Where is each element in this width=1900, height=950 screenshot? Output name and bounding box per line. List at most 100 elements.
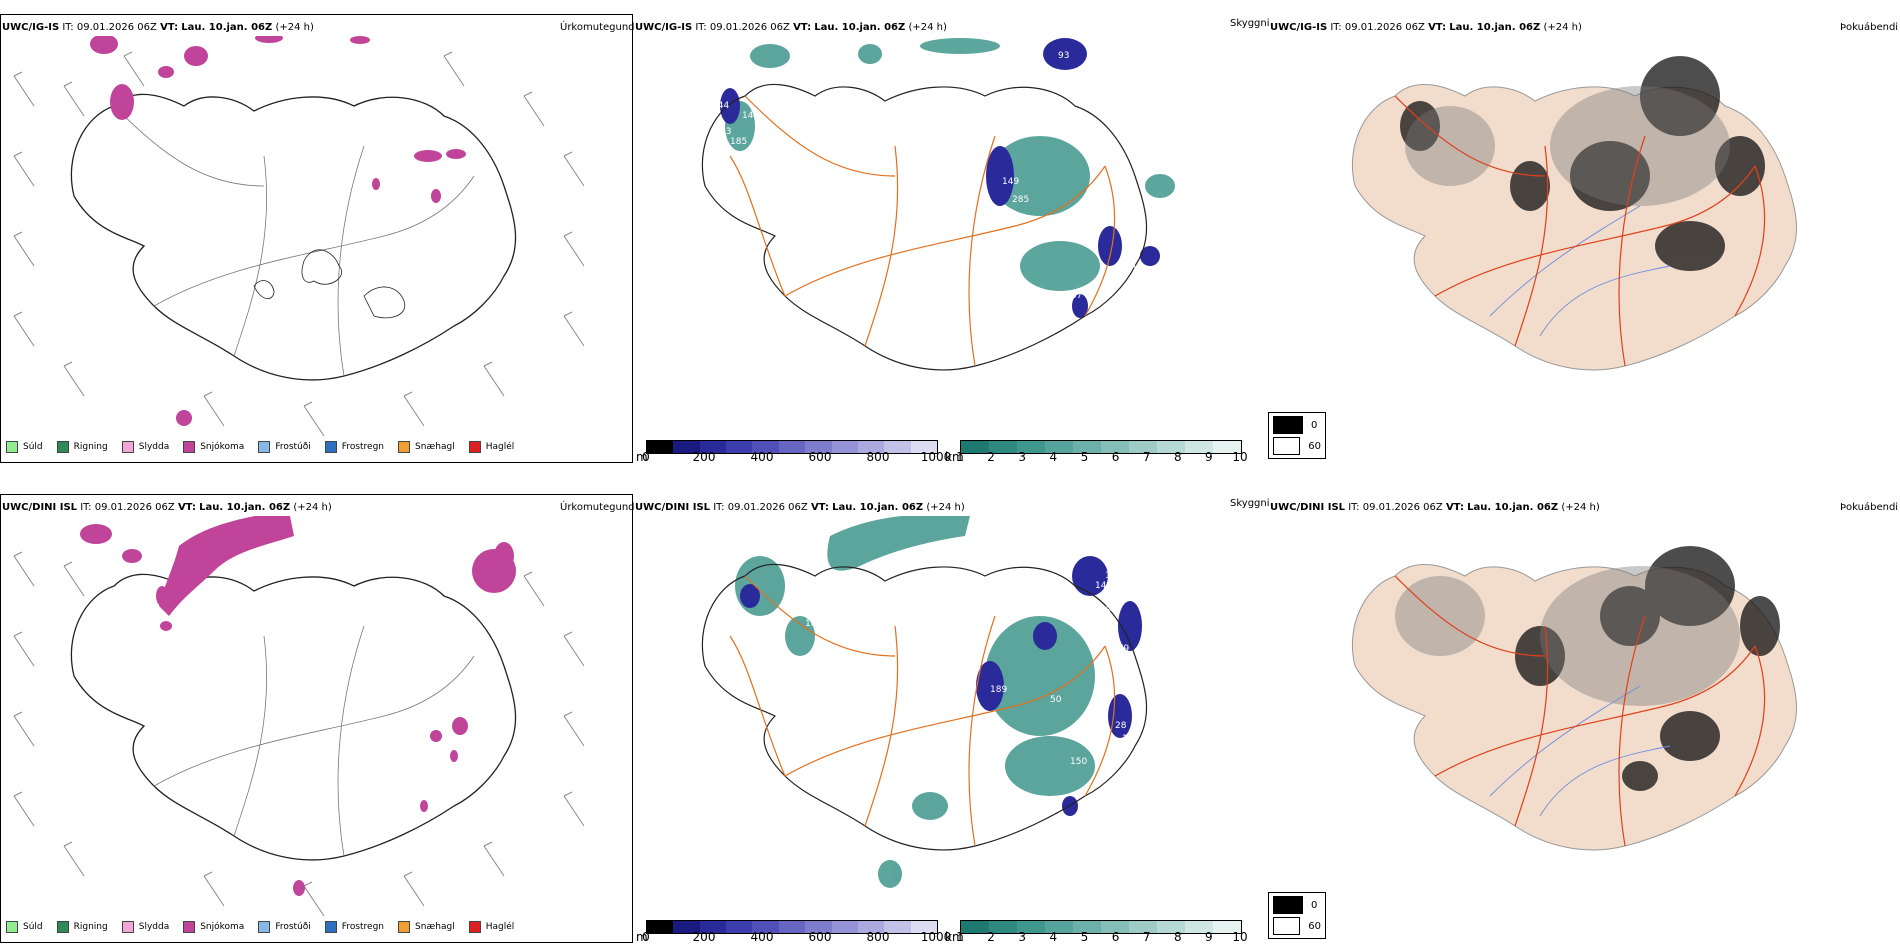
svg-text:50: 50	[1050, 695, 1062, 705]
scale-segment	[1017, 441, 1045, 453]
scale-segment	[1157, 921, 1185, 933]
svg-text:94: 94	[1130, 679, 1142, 689]
legend-item-rigning: Rigning	[56, 441, 108, 453]
svg-text:192: 192	[1100, 605, 1117, 615]
fog-areas	[1515, 546, 1780, 791]
precip-map-1	[13, 36, 585, 436]
scale-segment	[910, 921, 937, 933]
scale-segment	[831, 441, 858, 453]
panel-title-fog-2: Þokuábendi	[1840, 502, 1899, 513]
roads	[729, 95, 1116, 367]
scale-segment	[1213, 441, 1241, 453]
svg-text:13: 13	[1122, 734, 1133, 744]
scale-tick-label: 1000	[920, 930, 952, 944]
precip-panel-1	[0, 14, 633, 463]
svg-text:230: 230	[1078, 201, 1095, 211]
legend-item-rigning: Rigning	[56, 921, 108, 933]
scale-segment	[1157, 441, 1185, 453]
scale-tick-label: 9	[1205, 930, 1213, 944]
svg-text:148: 148	[742, 111, 759, 121]
fog-map-2	[1351, 546, 1798, 851]
scale-segment	[910, 441, 937, 453]
svg-text:110: 110	[1126, 265, 1143, 275]
scale-tick-label: 4	[1049, 450, 1058, 464]
scale-segment	[647, 921, 674, 933]
vis-areas	[735, 516, 1095, 888]
scale-tick-label: 1	[956, 930, 964, 944]
row-1: UWC/IG-IS IT: 09.01.2026 06Z VT: Lau. 10…	[0, 0, 1900, 470]
scale-tick-label: 1000	[920, 450, 952, 464]
scale-segment	[1185, 441, 1213, 453]
scale-segment	[673, 441, 700, 453]
legend-item-snjokoma: Snjókoma	[183, 441, 244, 453]
svg-text:285: 285	[1012, 195, 1029, 205]
svg-text:144: 144	[712, 101, 729, 111]
scale-segment	[726, 441, 753, 453]
scale-segment	[726, 921, 753, 933]
visibility-unit-2: km	[945, 930, 964, 944]
scale-tick-label: 4	[1049, 930, 1058, 944]
panel-title-fog: Þokuábendi	[1840, 22, 1899, 33]
scale-segment	[857, 441, 885, 453]
scale-tick-label: 5	[1080, 930, 1089, 944]
ceiling-areas	[740, 556, 1142, 816]
legend-item-slydda: Slydda	[121, 441, 169, 453]
ceiling-scale-2	[646, 920, 938, 934]
visibility-map-2: 195 114 142 192 279 170 182 189 50 94 28…	[701, 516, 1148, 888]
iceland-land-fill	[1351, 83, 1798, 371]
scale-segment	[699, 921, 727, 933]
scale-segment	[805, 441, 832, 453]
fog-legend-2: 0 60	[1268, 892, 1326, 939]
legend-item-haglel: Haglél	[468, 441, 514, 453]
snow-areas	[90, 36, 466, 426]
iceland-outline	[701, 563, 1148, 851]
scale-segment	[961, 441, 989, 453]
precip-map-2	[13, 516, 585, 916]
precip-panel-2	[0, 494, 633, 943]
svg-text:93: 93	[1058, 51, 1069, 61]
fog-legend-1: 0 60	[1268, 412, 1326, 459]
svg-text:279: 279	[1112, 644, 1129, 654]
wind-barbs	[13, 51, 585, 436]
scale-tick-label: 5	[1080, 450, 1089, 464]
fog-areas	[1400, 56, 1765, 271]
roads	[1394, 95, 1766, 367]
scale-segment	[1073, 441, 1101, 453]
legend-item-snaehagl: Snæhagl	[398, 441, 455, 453]
scale-tick-label: 10	[1232, 930, 1248, 944]
header-3: UWC/IG-IS IT: 09.01.2026 06Z VT: Lau. 10…	[1270, 22, 1582, 33]
scale-tick-label: 400	[750, 930, 774, 944]
scale-segment	[857, 921, 885, 933]
scale-tick-label: 200	[692, 930, 716, 944]
svg-text:150: 150	[1070, 757, 1087, 767]
header-6: UWC/DINI ISL IT: 09.01.2026 06Z VT: Lau.…	[1270, 502, 1600, 513]
scale-segment	[752, 921, 779, 933]
scale-tick-label: 7	[1142, 930, 1151, 944]
scale-segment	[1185, 921, 1213, 933]
scale-tick-label: 9	[1205, 450, 1213, 464]
cloud-base-labels: 93 86 148 144 73 185 149 285 230 165 167…	[712, 51, 1143, 301]
cloud-base-labels: 195 114 142 192 279 170 182 189 50 94 28…	[805, 546, 1142, 767]
scale-tick-label: 800	[866, 450, 890, 464]
iceland-outline	[70, 93, 517, 381]
iceland-outline	[70, 573, 517, 861]
wind-barbs	[13, 551, 585, 916]
svg-text:195: 195	[1080, 546, 1097, 556]
ceiling-scale-1	[646, 440, 938, 454]
scale-segment	[778, 441, 806, 453]
scale-segment	[1129, 441, 1157, 453]
scale-segment	[805, 921, 832, 933]
visibility-scale-2	[960, 920, 1242, 934]
scale-segment	[699, 441, 727, 453]
svg-text:142: 142	[1095, 581, 1112, 591]
scale-segment	[673, 921, 700, 933]
legend-item-snaehagl: Snæhagl	[398, 921, 455, 933]
scale-tick-label: 2	[987, 450, 995, 464]
svg-text:170: 170	[1040, 583, 1057, 593]
iceland-land-fill	[1351, 563, 1798, 851]
scale-segment	[961, 921, 989, 933]
scale-segment	[1017, 921, 1045, 933]
scale-tick-label: 800	[866, 930, 890, 944]
scale-tick-label: 0	[642, 450, 650, 464]
fog-map-1	[1351, 56, 1798, 371]
